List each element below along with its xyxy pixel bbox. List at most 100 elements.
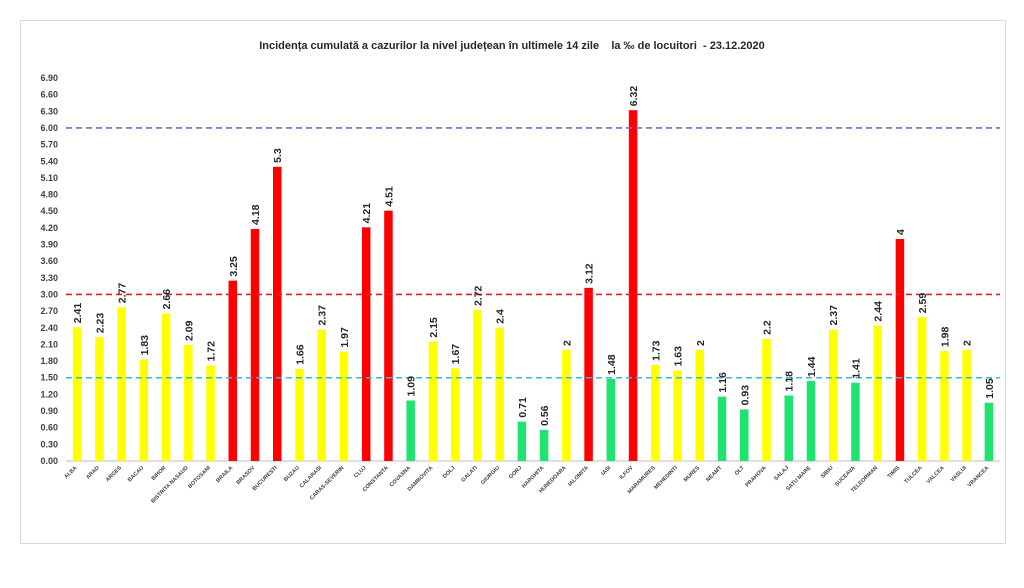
x-tick-label: MEHEDINTI — [653, 465, 679, 491]
y-tick-label: 0.60 — [40, 423, 58, 433]
y-tick-label: 5.10 — [40, 173, 58, 183]
x-tick-label: ALBA — [63, 465, 78, 480]
bar — [361, 227, 371, 461]
data-label: 2.37 — [828, 305, 840, 326]
y-tick-label: 0.90 — [40, 406, 58, 416]
x-tick-label: CLUJ — [353, 465, 367, 479]
y-tick-label: 3.30 — [40, 273, 58, 283]
y-tick-label: 3.90 — [40, 240, 58, 250]
bar — [606, 378, 616, 461]
x-tick-label: ARGES — [105, 465, 123, 483]
bar — [384, 210, 393, 461]
data-label: 2.41 — [72, 303, 84, 324]
x-tick-label: IASI — [600, 465, 612, 477]
bar — [250, 228, 260, 461]
x-tick-label: GORJ — [508, 465, 523, 480]
data-label: 2.37 — [317, 305, 329, 326]
bar — [184, 344, 193, 461]
bar — [873, 325, 882, 461]
x-tick-label: IALOMITA — [567, 465, 590, 488]
chart-title: Incidența cumulată a cazurilor la nivel … — [259, 40, 765, 52]
bar — [851, 382, 860, 461]
data-label: 2.66 — [161, 289, 173, 310]
x-tick-label: MURES — [683, 465, 702, 484]
y-tick-label: 2.10 — [40, 339, 58, 349]
bar — [428, 341, 438, 461]
x-tick-label: BRAILA — [215, 465, 234, 484]
bar — [206, 365, 215, 461]
bar — [161, 313, 171, 461]
bar — [273, 166, 282, 462]
x-tick-label: TULCEA — [904, 465, 924, 485]
x-tick-label: SIBIU — [820, 465, 835, 480]
bar — [695, 349, 705, 461]
data-label: 2 — [962, 340, 974, 346]
data-label: 1.66 — [295, 344, 307, 365]
data-label: 4.18 — [250, 204, 262, 225]
data-label: 4.21 — [361, 203, 373, 224]
bar — [406, 400, 415, 461]
data-label: 2.44 — [873, 301, 885, 322]
data-label: 1.72 — [206, 341, 218, 362]
x-tick-label: ILFOV — [619, 465, 635, 481]
data-label: 1.09 — [406, 376, 418, 397]
bar — [95, 337, 104, 461]
y-tick-label: 0.30 — [40, 439, 58, 449]
x-tick-label: PRAHOVA — [745, 465, 768, 488]
bar — [784, 395, 793, 461]
data-label: 1.41 — [850, 358, 862, 379]
y-tick-label: 4.80 — [40, 190, 58, 200]
data-label: 1.16 — [717, 372, 729, 393]
data-label: 2 — [561, 340, 573, 346]
y-tick-label: 5.70 — [40, 140, 58, 150]
data-label: 1.44 — [806, 356, 818, 377]
data-label: 3.25 — [228, 256, 240, 277]
y-tick-label: 6.60 — [40, 90, 58, 100]
data-label: 1.05 — [984, 378, 996, 399]
bar — [339, 351, 349, 461]
x-tick-label: COVASNA — [389, 465, 412, 488]
data-label: 2.2 — [762, 320, 774, 335]
bar — [562, 349, 571, 461]
bar — [584, 287, 593, 461]
bar — [806, 381, 816, 461]
x-tick-label: BOTOSANI — [187, 465, 212, 490]
bar — [228, 280, 238, 461]
y-tick-label: 2.70 — [40, 306, 58, 316]
x-tick-label: NEAMT — [705, 465, 724, 484]
data-label: 1.83 — [139, 335, 151, 356]
x-tick-label: VALCEA — [926, 465, 946, 485]
bar — [72, 327, 82, 461]
y-tick-label: 3.00 — [40, 289, 58, 299]
bar — [628, 110, 638, 461]
y-tick-label: 1.20 — [40, 389, 58, 399]
bar — [450, 368, 460, 461]
data-label: 1.97 — [339, 327, 351, 348]
data-label: 2.15 — [428, 317, 440, 338]
y-tick-label: 6.30 — [40, 106, 58, 116]
x-tick-label: VRANCEA — [967, 465, 990, 488]
data-label: 2.4 — [495, 309, 507, 324]
bar — [917, 317, 927, 461]
x-tick-label: GALATI — [460, 465, 479, 484]
bar — [295, 368, 304, 461]
data-label: 1.63 — [673, 346, 685, 367]
y-tick-label: 4.20 — [40, 223, 58, 233]
bar — [828, 329, 838, 461]
data-label: 4.51 — [383, 186, 395, 207]
y-tick-label: 2.40 — [40, 323, 58, 333]
data-label: 2.77 — [117, 283, 129, 304]
x-tick-label: DOLJ — [442, 465, 457, 480]
bar — [539, 429, 549, 461]
data-label: 1.73 — [650, 340, 662, 361]
x-tick-label: TIMIS — [887, 465, 902, 480]
bar — [984, 402, 994, 461]
data-label: 2 — [695, 340, 707, 346]
x-tick-label: BRASOV — [236, 465, 257, 486]
x-tick-label: SALAJ — [773, 465, 790, 482]
y-tick-label: 0.00 — [40, 456, 58, 466]
bar — [673, 370, 682, 461]
data-label: 2.72 — [472, 285, 484, 306]
data-label: 1.98 — [939, 326, 951, 347]
data-label: 0.56 — [539, 405, 551, 426]
